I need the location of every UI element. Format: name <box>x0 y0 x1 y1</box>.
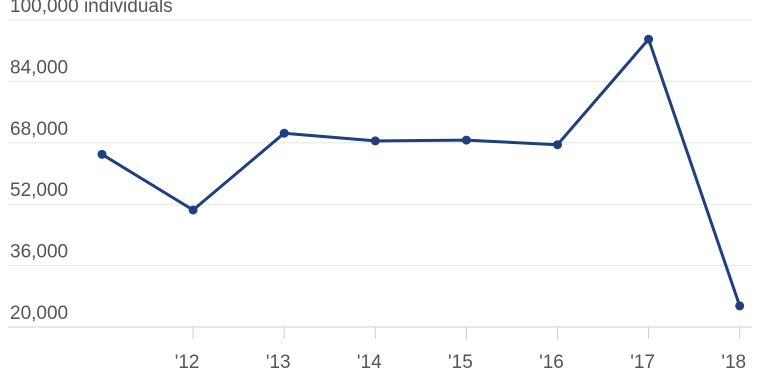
data-point <box>279 128 289 138</box>
y-tick-label: 52,000 <box>10 180 68 201</box>
y-tick-label: 68,000 <box>10 119 68 140</box>
y-axis-labels: 20,000 36,000 52,000 68,000 84,000 100,000 in… <box>10 0 173 324</box>
y-tick-label: 20,000 <box>10 303 68 324</box>
series-group <box>97 34 745 311</box>
x-tick-label: '12 <box>175 352 200 373</box>
y-tick-label: 36,000 <box>10 242 68 263</box>
x-tick-label: '15 <box>448 352 473 373</box>
y-tick-label-with-unit: 100,000 individuals <box>10 0 173 17</box>
x-axis: '12 '13 '14 '15 '16 '17 '18 <box>175 327 746 373</box>
x-tick-label: '16 <box>539 352 564 373</box>
x-tick-label: '18 <box>721 352 746 373</box>
data-point <box>97 149 107 159</box>
data-point <box>553 140 562 150</box>
data-point <box>461 135 471 145</box>
y-tick-label: 84,000 <box>10 57 68 78</box>
x-tick-label: '13 <box>266 352 291 373</box>
data-point <box>735 301 745 311</box>
data-point <box>370 136 380 146</box>
series-line <box>100 37 742 308</box>
gridlines <box>8 19 752 328</box>
data-point <box>188 205 198 215</box>
data-point <box>644 34 654 44</box>
x-tick-label: '17 <box>630 352 655 373</box>
x-tick-label: '14 <box>357 352 382 373</box>
